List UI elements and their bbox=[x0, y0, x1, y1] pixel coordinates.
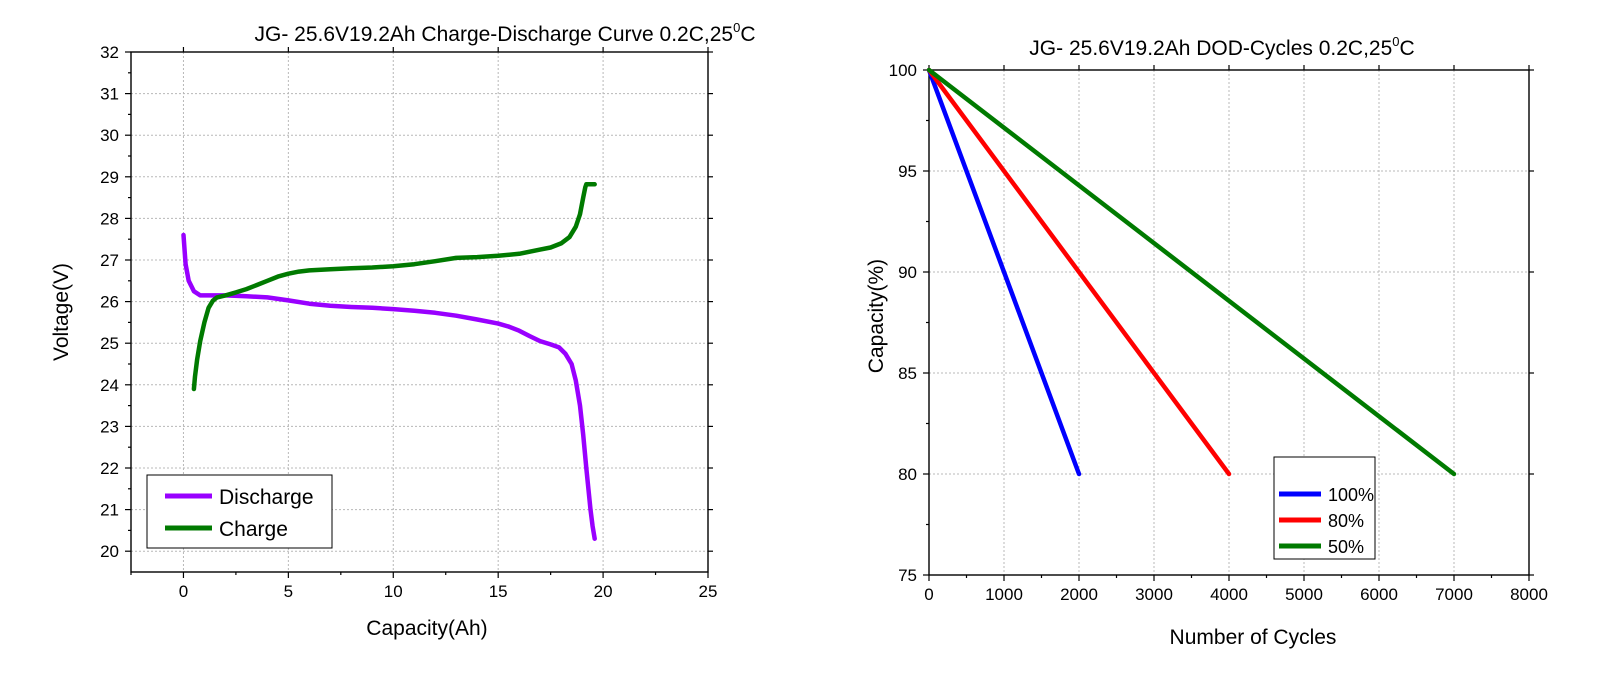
legend-label-100: 100% bbox=[1328, 485, 1374, 505]
chart1-y-tick-label: 29 bbox=[100, 168, 119, 187]
chart1-x-tick-label: 5 bbox=[284, 582, 293, 601]
chart2-y-tick-label: 95 bbox=[898, 162, 917, 181]
series-line-80 bbox=[926, 67, 1232, 477]
chart1-x-tick-label: 20 bbox=[594, 582, 613, 601]
chart2-legend: 100% 80% 50% bbox=[1273, 456, 1376, 560]
chart2-y-tick-label: 80 bbox=[898, 465, 917, 484]
legend-label-50: 50% bbox=[1328, 537, 1364, 557]
chart1-y-tick-label: 21 bbox=[100, 501, 119, 520]
chart2-y-tick-label: 75 bbox=[898, 566, 917, 585]
chart1-y-tick-label: 31 bbox=[100, 85, 119, 104]
series-line-50 bbox=[926, 67, 1457, 477]
chart1-y-tick-label: 26 bbox=[100, 293, 119, 312]
chart1-y-tick-label: 30 bbox=[100, 126, 119, 145]
dod-cycles-chart: JG- 25.6V19.2Ah DOD-Cycles 0.2C,250C 0 10… bbox=[865, 34, 1548, 649]
chart1-x-axis-label: Capacity(Ah) bbox=[366, 617, 487, 640]
chart2-x-tick-label: 1000 bbox=[985, 585, 1023, 604]
chart2-x-tick-label: 3000 bbox=[1135, 585, 1173, 604]
chart2-title: JG- 25.6V19.2Ah DOD-Cycles 0.2C,250C bbox=[1029, 34, 1414, 60]
chart2-x-tick-label: 2000 bbox=[1060, 585, 1098, 604]
legend-label-charge: Charge bbox=[219, 518, 288, 541]
chart1-y-tick-label: 28 bbox=[100, 209, 119, 228]
chart1-legend-box bbox=[146, 474, 333, 549]
chart1-y-tick-label: 32 bbox=[100, 43, 119, 62]
chart2-y-tick-label: 90 bbox=[898, 263, 917, 282]
chart1-y-tick-label: 27 bbox=[100, 251, 119, 270]
chart1-title: JG- 25.6V19.2Ah Charge-Discharge Curve 0… bbox=[255, 20, 756, 46]
chart1-y-tick-label: 24 bbox=[100, 376, 119, 395]
chart1-x-tick-label: 25 bbox=[699, 582, 718, 601]
chart2-x-axis-label: Number of Cycles bbox=[1170, 626, 1337, 649]
legend-label-80: 80% bbox=[1328, 511, 1364, 531]
chart2-x-tick-label: 0 bbox=[924, 585, 933, 604]
chart2-legend-box bbox=[1273, 456, 1376, 560]
chart2-x-tick-label: 8000 bbox=[1510, 585, 1548, 604]
legend-label-discharge: Discharge bbox=[219, 486, 314, 509]
chart1-x-tick-label: 10 bbox=[384, 582, 403, 601]
chart1-y-tick-label: 23 bbox=[100, 417, 119, 436]
series-line-charge bbox=[191, 182, 597, 392]
chart1-x-tick-label: 15 bbox=[489, 582, 508, 601]
chart2-x-tick-label: 7000 bbox=[1435, 585, 1473, 604]
chart2-y-tick-label: 100 bbox=[889, 61, 917, 80]
chart1-x-tick-label: 0 bbox=[179, 582, 188, 601]
chart1-y-tick-label: 20 bbox=[100, 542, 119, 561]
chart1-legend: Discharge Charge bbox=[146, 474, 333, 549]
chart1-y-tick-label: 25 bbox=[100, 334, 119, 353]
chart2-x-tick-label: 5000 bbox=[1285, 585, 1323, 604]
charge-discharge-chart: JG- 25.6V19.2Ah Charge-Discharge Curve 0… bbox=[50, 20, 756, 640]
chart1-y-tick-label: 22 bbox=[100, 459, 119, 478]
chart2-x-tick-label: 6000 bbox=[1360, 585, 1398, 604]
chart2-y-tick-label: 85 bbox=[898, 364, 917, 383]
chart1-y-axis-label: Voltage(V) bbox=[50, 263, 73, 361]
chart1-plot-frame bbox=[130, 51, 709, 573]
series-line-100 bbox=[926, 67, 1082, 477]
chart2-y-axis-label: Capacity(%) bbox=[865, 259, 888, 373]
chart2-x-tick-label: 4000 bbox=[1210, 585, 1248, 604]
